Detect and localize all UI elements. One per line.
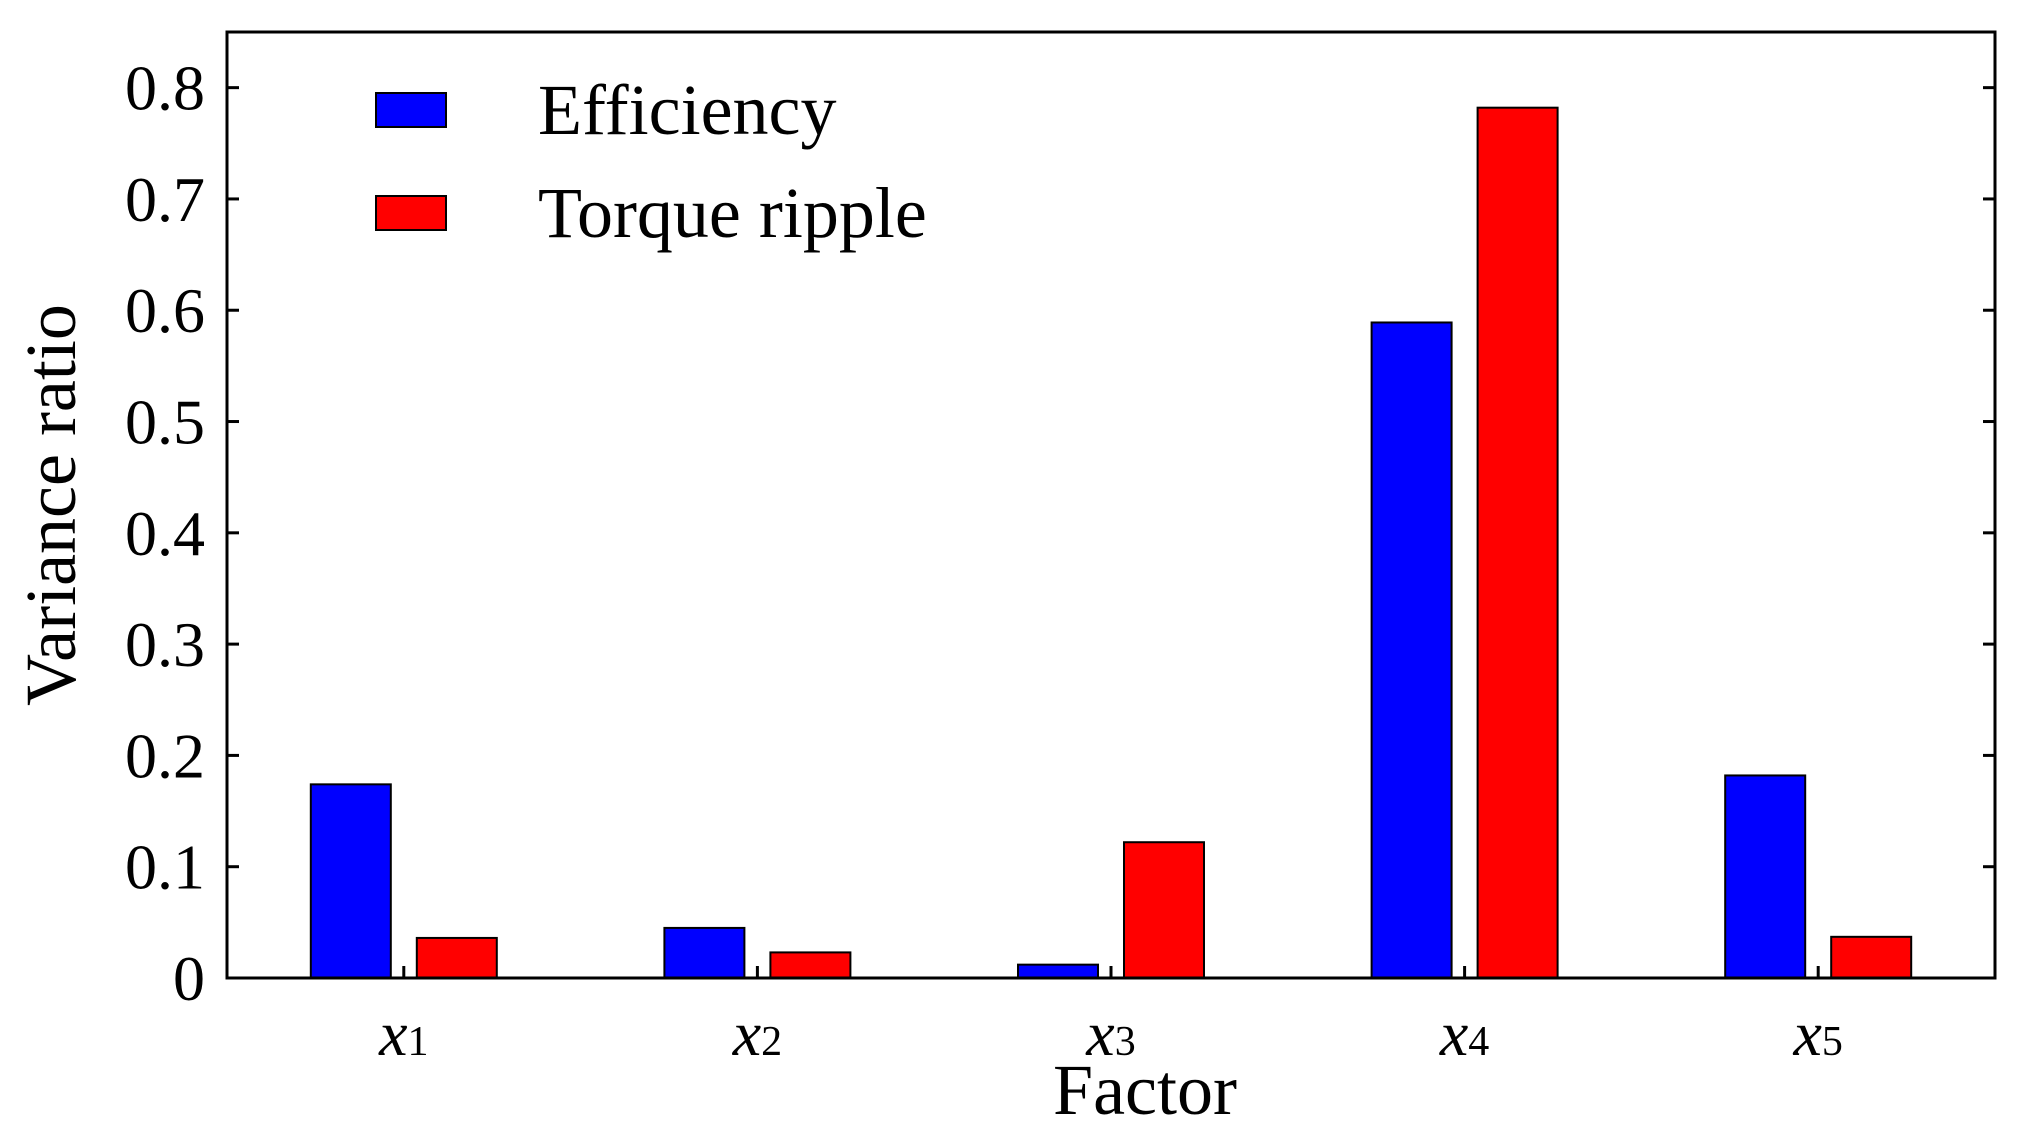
legend: Efficiency Torque ripple — [375, 70, 927, 253]
y-tick-label: 0.6 — [125, 275, 205, 346]
y-tick-labels: 0 0.1 0.2 0.3 0.4 0.5 0.6 0.7 0.8 — [125, 53, 205, 1014]
y-tick-label: 0 — [173, 943, 205, 1014]
legend-swatch-torque-ripple — [375, 195, 447, 231]
ticks-layer — [227, 86, 1995, 980]
bars-layer — [309, 106, 1913, 980]
bar-efficiency-5 — [1724, 774, 1807, 979]
y-axis-title: Variance ratio — [11, 304, 91, 706]
x-category-label: x5 — [1792, 998, 1842, 1069]
bar-torque-ripple-5 — [1830, 935, 1913, 979]
legend-label-torque-ripple: Torque ripple — [538, 173, 927, 253]
x-axis-title: Factor — [1053, 1050, 1237, 1130]
y-tick-label: 0.5 — [125, 387, 205, 458]
x-tick-labels: x1 x2 x3 x4 x5 — [378, 998, 1843, 1069]
y-tick-label: 0.2 — [125, 720, 205, 791]
y-tick-label: 0.4 — [125, 498, 205, 569]
y-tick-label: 0.7 — [125, 164, 205, 235]
x-category-label: x1 — [378, 998, 428, 1069]
y-tick-label: 0.8 — [125, 53, 205, 124]
x-category-label: x3 — [1085, 998, 1135, 1069]
y-tick-label: 0.3 — [125, 609, 205, 680]
bar-torque-ripple-4 — [1476, 106, 1559, 980]
bar-torque-ripple-3 — [1123, 841, 1205, 980]
bar-efficiency-3 — [1017, 963, 1099, 980]
x-category-label: x4 — [1439, 998, 1489, 1069]
bar-efficiency-1 — [309, 783, 392, 979]
bar-torque-ripple-2 — [769, 951, 852, 979]
bar-efficiency-2 — [663, 926, 746, 980]
legend-label-efficiency: Efficiency — [538, 70, 837, 150]
bar-efficiency-4 — [1370, 321, 1453, 979]
x-category-label: x2 — [732, 998, 782, 1069]
y-tick-label: 0.1 — [125, 832, 205, 903]
legend-swatch-efficiency — [375, 92, 447, 128]
bar-torque-ripple-1 — [415, 936, 498, 980]
